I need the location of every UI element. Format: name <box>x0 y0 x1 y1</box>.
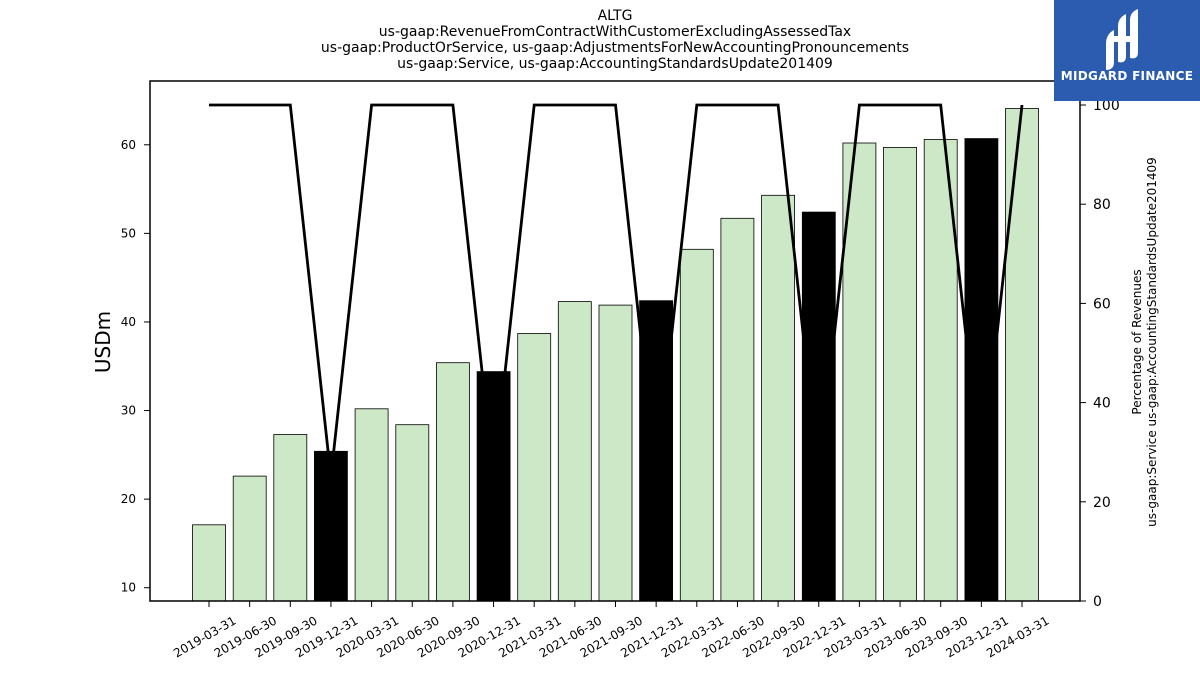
y-axis-label: USDm <box>91 311 115 373</box>
bar-2022-03-31 <box>679 248 714 602</box>
chart-title: ALTG <box>597 8 633 24</box>
brand-logo: MIDGARD FINANCE <box>1054 0 1200 101</box>
y-tick-label: 60 <box>121 138 136 152</box>
bar-2019-03-31 <box>192 524 226 602</box>
y2-tick-label: 100 <box>1093 98 1120 114</box>
bar-2022-09-30 <box>761 194 795 602</box>
line-layer <box>209 103 1024 478</box>
y-axis-ticks: 10 20 30 40 50 60 <box>121 138 150 595</box>
bar-2021-12-31 <box>639 300 673 602</box>
y2-axis-label-line-2: us-gaap:Service us-gaap:AccountingStanda… <box>1145 157 1159 527</box>
y2-axis-ticks: 0 20 40 60 80 100 <box>1080 98 1120 610</box>
y2-axis-label-line-1: Percentage of Revenues <box>1130 269 1144 414</box>
bar-2023-06-30 <box>883 146 917 602</box>
percentage-line <box>209 103 1024 478</box>
bar-2022-06-30 <box>720 217 755 602</box>
bar-2020-09-30 <box>435 362 470 602</box>
y2-tick-label: 40 <box>1093 396 1111 412</box>
brand-name: MIDGARD FINANCE <box>1060 69 1194 83</box>
x-axis-ticks: 2019-03-312019-06-302019-09-302019-12-31… <box>171 601 1052 660</box>
bar-2021-09-30 <box>598 304 633 602</box>
y2-tick-label: 20 <box>1093 495 1111 511</box>
bar-2020-03-31 <box>354 408 389 602</box>
bar-2021-03-31 <box>517 333 552 602</box>
bar-2020-06-30 <box>395 424 430 602</box>
bar-2019-06-30 <box>232 475 267 602</box>
bar-2020-12-31 <box>476 371 511 602</box>
y2-tick-label: 60 <box>1093 296 1111 312</box>
y-tick-label: 50 <box>121 226 136 240</box>
bar-2022-12-31 <box>801 211 836 602</box>
chart-subtitle-2: us-gaap:ProductOrService, us-gaap:Adjust… <box>320 40 910 56</box>
bar-2019-09-30 <box>273 434 308 602</box>
brand-logo-mark <box>1106 9 1138 70</box>
y-tick-label: 20 <box>121 492 136 506</box>
bar-2021-06-30 <box>557 301 592 602</box>
y-tick-label: 30 <box>121 404 136 418</box>
bars-layer <box>192 108 1039 602</box>
chart-subtitle-1: us-gaap:RevenueFromContractWithCustomerE… <box>378 24 852 40</box>
y2-tick-label: 80 <box>1093 197 1111 213</box>
y-tick-label: 40 <box>121 315 136 329</box>
chart-subtitle-3: us-gaap:Service, us-gaap:AccountingStand… <box>397 56 833 72</box>
y-tick-label: 10 <box>121 581 136 595</box>
bar-2024-03-31 <box>1005 108 1039 602</box>
y2-tick-label: 0 <box>1093 594 1102 610</box>
bar-2023-03-31 <box>842 142 877 602</box>
